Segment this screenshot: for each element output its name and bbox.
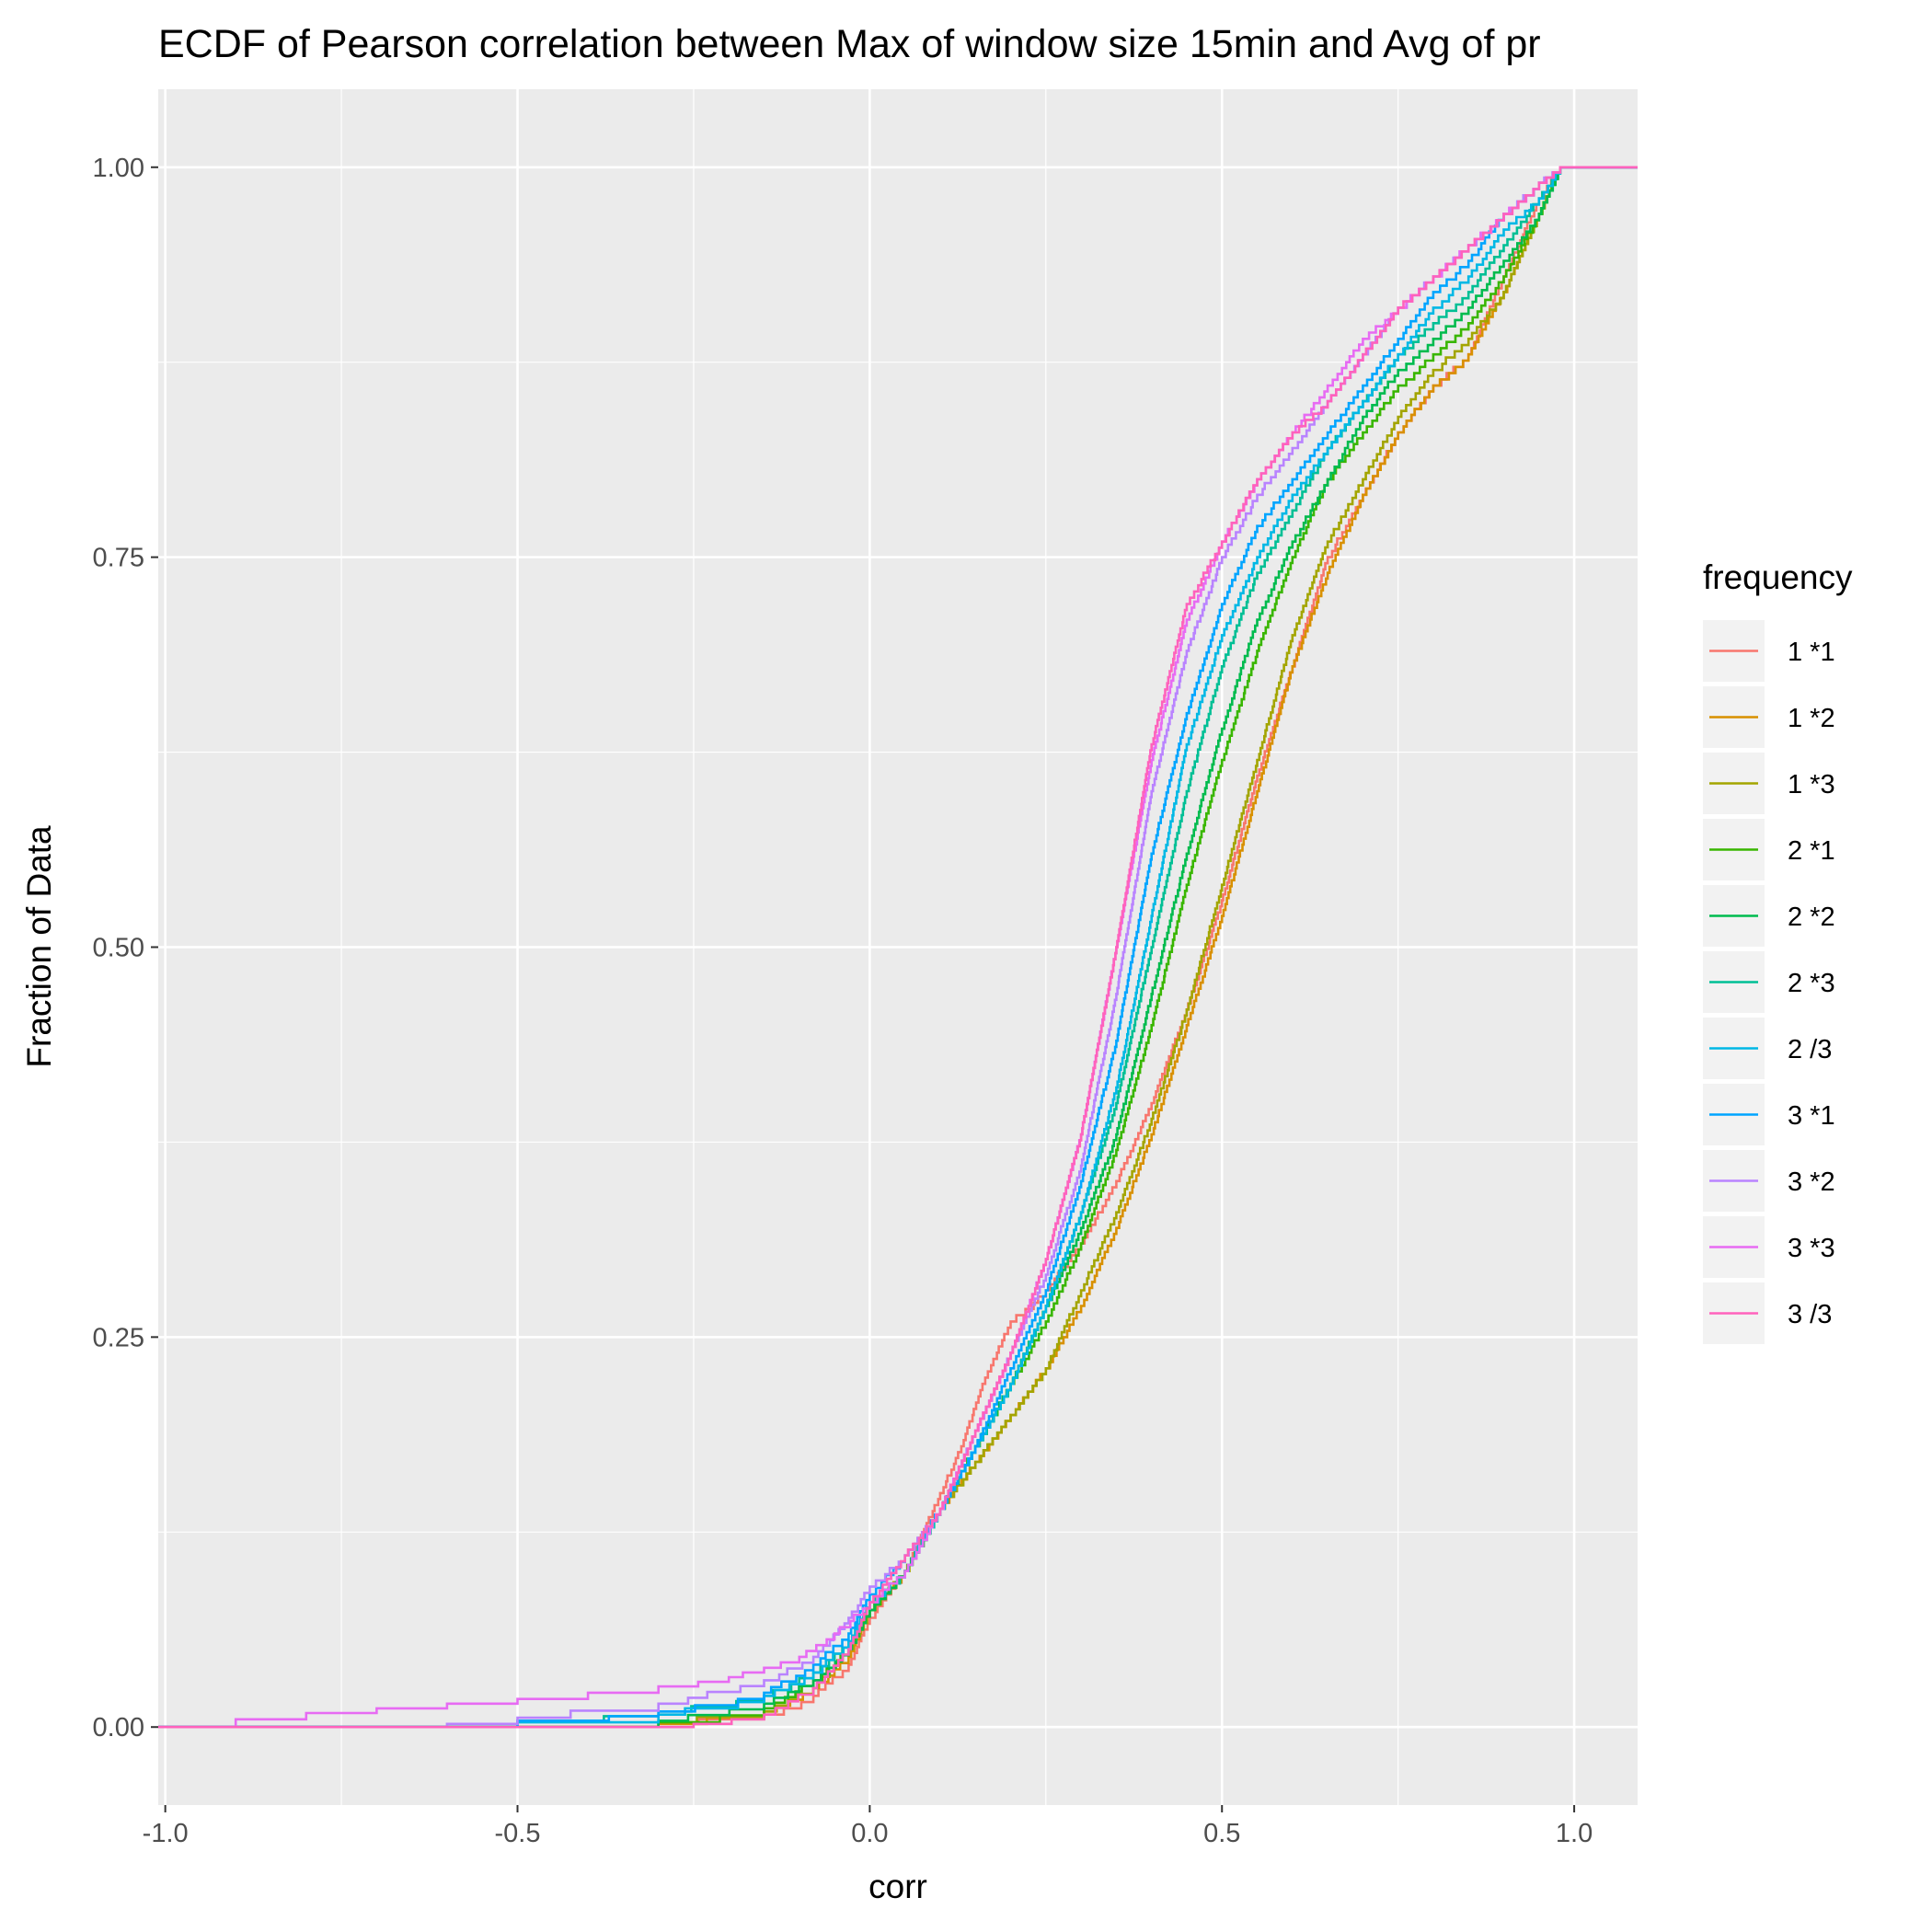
y-tick-label: 0.00	[93, 1713, 144, 1742]
legend-items: 1 *1 1 *2 1 *3 2 *1 2 *2 2 *3 2 /3 3 *1 3 *2 3 *3…	[1703, 620, 1835, 1344]
ecdf-series-line	[158, 166, 1638, 1729]
x-tick-label: 1.0	[1556, 1819, 1593, 1848]
y-axis: 0.00 0.25 0.50 0.75 1.00	[93, 154, 158, 1742]
ecdf-series-line	[158, 166, 1638, 1729]
legend-label: 3 *3	[1788, 1234, 1835, 1263]
ecdf-series-line	[158, 166, 1638, 1729]
legend-label: 3 /3	[1788, 1300, 1832, 1329]
x-tick-label: 0.0	[851, 1819, 888, 1848]
legend-label: 1 *3	[1788, 770, 1835, 799]
legend-label: 2 *3	[1788, 969, 1835, 998]
legend-label: 1 *2	[1788, 704, 1835, 733]
legend: frequency 1 *1 1 *2 1 *3 2 *1 2 *2 2 *3 2 /3 3 …	[1703, 558, 1853, 1344]
x-axis: -1.0 -0.5 0.0 0.5 1.0	[143, 1805, 1593, 1848]
y-tick-label: 0.25	[93, 1323, 144, 1352]
y-tick-label: 0.75	[93, 544, 144, 573]
x-tick-label: -1.0	[143, 1819, 189, 1848]
y-tick-label: 0.50	[93, 934, 144, 963]
legend-title: frequency	[1703, 558, 1853, 596]
y-axis-title: Fraction of Data	[20, 825, 58, 1068]
chart-title: ECDF of Pearson correlation between Max …	[158, 22, 1541, 66]
ecdf-series-layer	[158, 166, 1638, 1729]
legend-label: 2 *2	[1788, 903, 1835, 932]
legend-label: 2 *1	[1788, 836, 1835, 866]
y-tick-label: 1.00	[93, 154, 144, 183]
legend-label: 3 *1	[1788, 1101, 1835, 1131]
legend-label: 2 /3	[1788, 1035, 1832, 1064]
legend-label: 3 *2	[1788, 1167, 1835, 1197]
major-gridlines	[158, 89, 1638, 1805]
x-tick-label: 0.5	[1203, 1819, 1240, 1848]
x-tick-label: -0.5	[495, 1819, 541, 1848]
legend-label: 1 *1	[1788, 638, 1835, 667]
x-axis-title: corr	[868, 1868, 927, 1905]
